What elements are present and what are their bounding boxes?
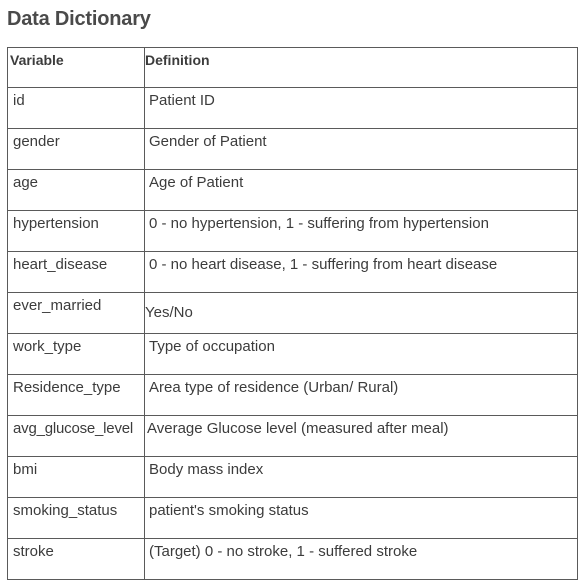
table-row: stroke (Target) 0 - no stroke, 1 - suffe…: [8, 539, 578, 580]
variable-cell: age: [8, 170, 145, 211]
variable-cell: hypertension: [8, 211, 145, 252]
table-row: gender Gender of Patient: [8, 129, 578, 170]
variable-cell: stroke: [8, 539, 145, 580]
definition-cell: Average Glucose level (measured after me…: [145, 416, 578, 457]
definition-cell: Age of Patient: [145, 170, 578, 211]
definition-cell: Type of occupation: [145, 334, 578, 375]
table-row: avg_glucose_level Average Glucose level …: [8, 416, 578, 457]
definition-cell: patient's smoking status: [145, 498, 578, 539]
definition-cell: Patient ID: [145, 88, 578, 129]
variable-cell: smoking_status: [8, 498, 145, 539]
table-row: age Age of Patient: [8, 170, 578, 211]
table-row: heart_disease 0 - no heart disease, 1 - …: [8, 252, 578, 293]
variable-cell: heart_disease: [8, 252, 145, 293]
variable-cell: gender: [8, 129, 145, 170]
definition-cell: Area type of residence (Urban/ Rural): [145, 375, 578, 416]
header-definition: Definition: [145, 48, 578, 88]
variable-cell: avg_glucose_level: [8, 416, 145, 457]
variable-cell: Residence_type: [8, 375, 145, 416]
data-dictionary-table: Variable Definition id Patient ID gender…: [7, 47, 578, 580]
variable-cell: id: [8, 88, 145, 129]
definition-cell: Body mass index: [145, 457, 578, 498]
variable-cell: bmi: [8, 457, 145, 498]
definition-cell: 0 - no hypertension, 1 - suffering from …: [145, 211, 578, 252]
header-variable: Variable: [8, 48, 145, 88]
table-row: smoking_status patient's smoking status: [8, 498, 578, 539]
table-row: hypertension 0 - no hypertension, 1 - su…: [8, 211, 578, 252]
definition-cell: Gender of Patient: [145, 129, 578, 170]
definition-cell: (Target) 0 - no stroke, 1 - suffered str…: [145, 539, 578, 580]
table-row: ever_married Yes/No: [8, 293, 578, 334]
table-row: bmi Body mass index: [8, 457, 578, 498]
table-row: id Patient ID: [8, 88, 578, 129]
definition-cell: 0 - no heart disease, 1 - suffering from…: [145, 252, 578, 293]
variable-cell: work_type: [8, 334, 145, 375]
table-header-row: Variable Definition: [8, 48, 578, 88]
variable-cell: ever_married: [8, 293, 145, 334]
page-title: Data Dictionary: [7, 6, 151, 32]
definition-cell: Yes/No: [145, 293, 578, 334]
table-row: work_type Type of occupation: [8, 334, 578, 375]
table-row: Residence_type Area type of residence (U…: [8, 375, 578, 416]
